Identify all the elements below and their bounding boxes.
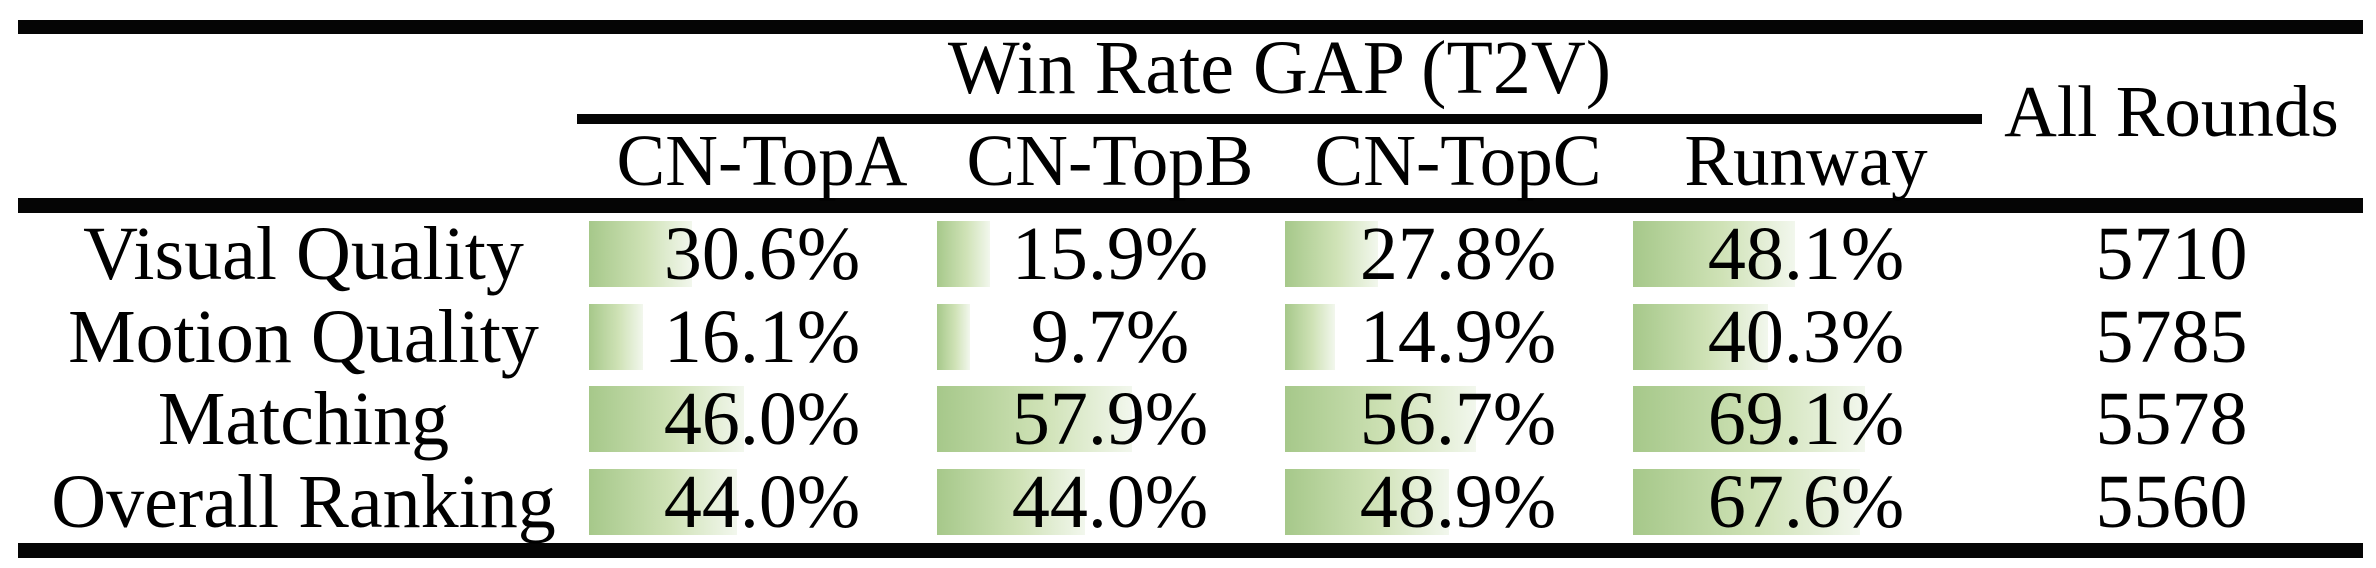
group-header-title: Win Rate GAP (T2V) xyxy=(947,26,1612,110)
win-rate-value: 57.9% xyxy=(1011,377,1209,461)
win-rate-data-bar xyxy=(937,303,970,370)
win-rate-value: 15.9% xyxy=(1011,212,1209,296)
win-rate-data-bar xyxy=(1633,221,1795,287)
win-rate-cell: 48.1% xyxy=(1632,213,1980,296)
win-rate-value: 67.6% xyxy=(1707,459,1905,544)
win-rate-data-bar xyxy=(589,303,643,370)
win-rate-value: 30.6% xyxy=(663,212,861,296)
win-rate-value: 48.1% xyxy=(1707,212,1905,296)
win-rate-cell: 67.6% xyxy=(1632,459,1980,544)
win-rate-cell: 9.7% xyxy=(936,294,1284,379)
win-rate-data-bar xyxy=(1285,221,1378,287)
win-rate-data-bar xyxy=(589,221,692,287)
win-rate-cell: 30.6% xyxy=(588,213,936,296)
column-header-cn-topa: CN-TopA xyxy=(616,120,908,201)
subheader-rule xyxy=(18,198,2363,213)
all-rounds-value: 5785 xyxy=(2095,294,2248,379)
win-rate-data-bar xyxy=(589,386,744,452)
table-row: Overall Ranking 44.0% 44.0% 48.9% 67.6% 5560 xyxy=(0,459,2376,544)
top-rule xyxy=(18,20,2363,34)
win-rate-cell: 46.0% xyxy=(588,378,936,461)
win-rate-data-bar xyxy=(937,386,1132,452)
row-label: Overall Ranking xyxy=(51,459,556,544)
all-rounds-column-header: All Rounds xyxy=(2004,71,2339,152)
win-rate-data-bar xyxy=(1633,303,1768,370)
all-rounds-value: 5578 xyxy=(2095,377,2248,461)
all-rounds-value: 5560 xyxy=(2095,459,2248,544)
all-rounds-value: 5710 xyxy=(2095,212,2248,296)
win-rate-value: 46.0% xyxy=(663,377,861,461)
win-rate-cell: 27.8% xyxy=(1284,213,1632,296)
win-rate-value: 14.9% xyxy=(1359,294,1557,379)
win-rate-value: 56.7% xyxy=(1359,377,1557,461)
win-rate-data-bar xyxy=(1285,303,1335,370)
column-header-cn-topc: CN-TopC xyxy=(1314,120,1602,201)
win-rate-value: 16.1% xyxy=(663,294,861,379)
win-rate-data-bar xyxy=(1633,468,1860,535)
win-rate-value: 27.8% xyxy=(1359,212,1557,296)
win-rate-data-bar xyxy=(1285,468,1449,535)
win-rate-data-bar xyxy=(1633,386,1865,452)
win-rate-cell: 44.0% xyxy=(588,459,936,544)
win-rate-cell: 48.9% xyxy=(1284,459,1632,544)
win-rate-cell: 16.1% xyxy=(588,294,936,379)
win-rate-value: 44.0% xyxy=(663,459,861,544)
win-rate-value: 48.9% xyxy=(1359,459,1557,544)
row-label: Visual Quality xyxy=(83,212,524,296)
column-header-runway: Runway xyxy=(1684,120,1928,201)
win-rate-cell: 69.1% xyxy=(1632,378,1980,461)
column-header-cn-topb: CN-TopB xyxy=(966,120,1254,201)
win-rate-data-bar xyxy=(1285,386,1476,452)
group-header-rule xyxy=(577,114,1982,124)
win-rate-cell: 57.9% xyxy=(936,378,1284,461)
win-rate-cell: 44.0% xyxy=(936,459,1284,544)
row-label: Motion Quality xyxy=(68,294,539,379)
table-row: Matching 46.0% 57.9% 56.7% 69.1% 5578 xyxy=(0,378,2376,461)
win-rate-data-bar xyxy=(937,221,990,287)
bottom-rule xyxy=(18,543,2363,558)
win-rate-data-bar xyxy=(589,468,737,535)
win-rate-value: 40.3% xyxy=(1707,294,1905,379)
table-row: Motion Quality 16.1% 9.7% 14.9% 40.3% 5785 xyxy=(0,294,2376,379)
win-rate-value: 69.1% xyxy=(1707,377,1905,461)
table-row: Visual Quality 30.6% 15.9% 27.8% 48.1% 5710 xyxy=(0,213,2376,296)
win-rate-cell: 14.9% xyxy=(1284,294,1632,379)
win-rate-cell: 15.9% xyxy=(936,213,1284,296)
win-rate-cell: 56.7% xyxy=(1284,378,1632,461)
win-rate-value: 9.7% xyxy=(1030,294,1190,379)
win-rate-value: 44.0% xyxy=(1011,459,1209,544)
win-rate-cell: 40.3% xyxy=(1632,294,1980,379)
row-label: Matching xyxy=(157,377,450,461)
win-rate-data-bar xyxy=(937,468,1085,535)
